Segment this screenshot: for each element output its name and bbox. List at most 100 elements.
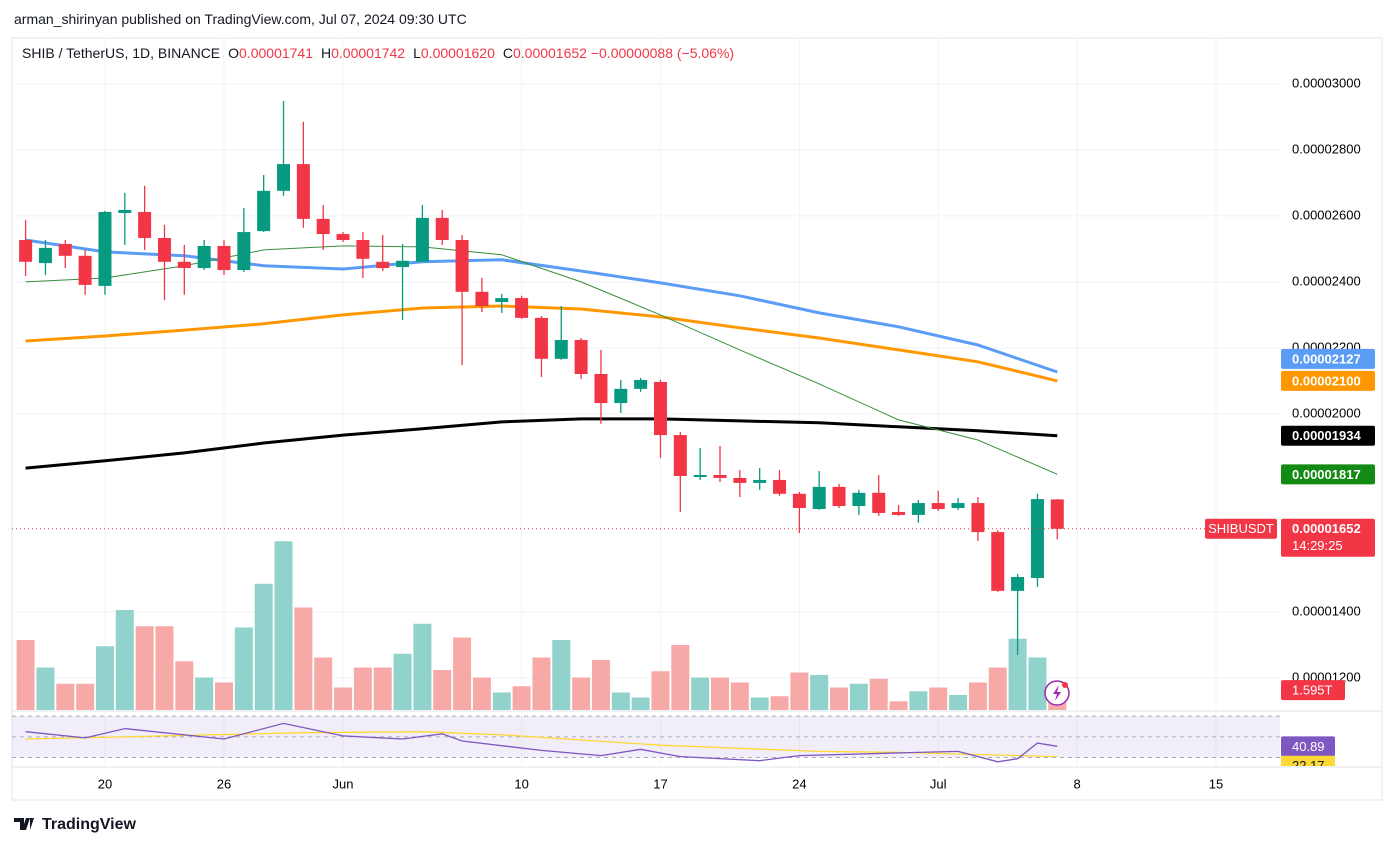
candle-body	[118, 209, 132, 213]
volume-label-box	[1281, 680, 1345, 701]
volume-bar	[830, 687, 849, 710]
volume-bar	[909, 691, 928, 710]
volume-bar	[393, 653, 412, 710]
grid	[12, 38, 1280, 766]
volume-bar	[849, 683, 868, 710]
y-tick-label: 0.00002400	[1292, 273, 1361, 288]
price-label: 0.00002100	[1292, 373, 1361, 388]
volume-bar	[472, 677, 491, 710]
candle-body	[356, 239, 370, 259]
candle-body	[713, 474, 727, 478]
candle-body	[98, 211, 112, 286]
candle-body	[971, 503, 985, 533]
candle-body	[217, 245, 231, 271]
ohlc-value: 0.00001742	[331, 45, 406, 61]
candle-body	[316, 218, 330, 235]
countdown: 14:29:25	[1292, 538, 1343, 553]
volume-bar	[16, 640, 35, 710]
candle-body	[455, 239, 469, 292]
volume-bar	[552, 640, 571, 710]
last-price-box	[1281, 518, 1375, 557]
candle-body	[435, 217, 449, 240]
candle-body	[257, 190, 271, 232]
candle-body	[19, 239, 33, 262]
candle-body	[177, 261, 191, 269]
candle-body	[614, 388, 628, 404]
rsi-label: 22.17	[1292, 758, 1325, 773]
volume-bar	[810, 675, 829, 710]
volume-bar	[36, 667, 55, 710]
volume-bar	[929, 687, 948, 710]
candle-body	[554, 340, 568, 359]
y-tick-label: 0.00001400	[1292, 603, 1361, 618]
legend: SHIB / TetherUS, 1D, BINANCE O0.00001741 H…	[22, 45, 734, 61]
volume-bar	[373, 667, 392, 710]
candle-body	[475, 291, 489, 307]
price-label-box	[1281, 464, 1375, 485]
frame	[11, 37, 1383, 801]
y-tick-label: 0.00002000	[1292, 405, 1361, 420]
rsi-pane: 40.89 22.17	[12, 715, 1335, 773]
x-tick-label: 8	[1074, 776, 1081, 791]
volume-bar	[95, 646, 114, 710]
y-tick-label: 0.00003000	[1292, 75, 1361, 90]
volume-bar	[611, 692, 630, 710]
candle-body	[138, 211, 152, 239]
volume-bar	[532, 657, 551, 710]
alert-icon[interactable]	[1044, 680, 1070, 706]
candle-body	[515, 298, 529, 318]
ohlc-value: 0.00001741	[239, 45, 313, 61]
price-label: 0.00001817	[1292, 467, 1361, 482]
candle-body	[951, 503, 965, 509]
volume-bar	[750, 697, 769, 710]
ohlc-key: L	[413, 45, 421, 61]
brand-logo	[14, 818, 34, 830]
volume-bar	[1008, 638, 1027, 710]
candle-body	[157, 238, 171, 262]
candle-body	[277, 164, 291, 191]
y-tick-label: 0.00002800	[1292, 141, 1361, 156]
volume-bar	[770, 696, 789, 710]
x-tick-label: Jun	[333, 776, 354, 791]
volume-bar	[433, 670, 452, 710]
rsi-line	[25, 722, 1058, 763]
candle-body	[634, 379, 648, 389]
x-tick-label: 20	[98, 776, 112, 791]
volume-bar	[175, 661, 194, 710]
candle-body	[753, 479, 767, 483]
volume-bar	[572, 677, 591, 710]
moving-average	[25, 417, 1058, 470]
volume-bar	[234, 627, 253, 710]
volume-bar	[76, 683, 95, 710]
candle-body	[534, 317, 548, 359]
x-tick-label: Jul	[930, 776, 947, 791]
candle-body	[991, 532, 1005, 591]
volume-bar	[591, 660, 610, 710]
change: −0.00000088 (−5.06%)	[590, 45, 735, 61]
volume-bar	[413, 623, 432, 710]
volume-bar	[353, 667, 372, 710]
volume-bar	[949, 695, 968, 710]
candle-body	[673, 435, 687, 476]
price-label-box	[1281, 370, 1375, 391]
x-tick-label: 10	[514, 776, 528, 791]
ohlc-key: H	[321, 45, 332, 61]
axes: 0.000012000.000014000.000020000.00002200…	[98, 75, 1375, 791]
candle-body	[197, 245, 211, 269]
volume-bar	[254, 583, 273, 710]
candle-body	[296, 164, 310, 219]
price-label-box	[1281, 425, 1375, 446]
price-label: 0.00002127	[1292, 351, 1361, 366]
price-label-box	[1281, 348, 1375, 369]
volume-bar	[56, 683, 75, 710]
volume-bar	[512, 686, 531, 710]
candle-body	[693, 474, 707, 477]
candle-body	[594, 374, 608, 404]
volume-bar	[631, 697, 650, 710]
candle-body	[852, 492, 866, 507]
rsi-label-box	[1281, 736, 1335, 757]
ohlc-value: 0.00001652	[512, 45, 587, 61]
last-price-label: 0.00001652	[1292, 521, 1361, 536]
volume-bar	[988, 667, 1007, 710]
price-label: 0.00001934	[1292, 428, 1361, 443]
